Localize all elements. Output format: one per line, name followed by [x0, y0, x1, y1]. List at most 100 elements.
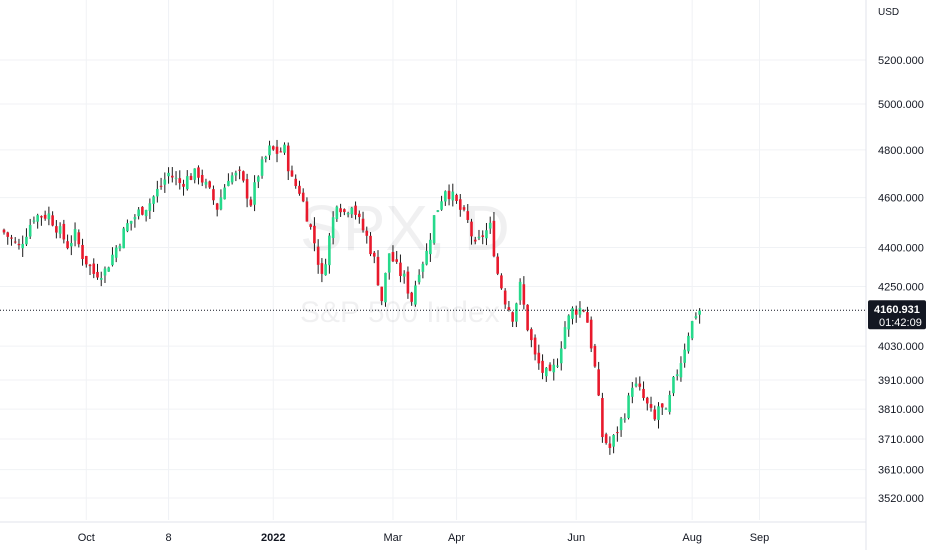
candle — [470, 218, 473, 245]
candle-body — [77, 232, 81, 245]
candle — [204, 178, 208, 189]
candle-body — [174, 177, 178, 179]
candle-body — [541, 360, 544, 373]
candle — [530, 327, 533, 348]
candle-body — [294, 178, 298, 186]
candle — [178, 170, 182, 190]
candle-body — [84, 255, 88, 265]
countdown-timer: 01:42:09 — [879, 317, 922, 329]
last-price-value: 4160.931 — [874, 304, 920, 316]
candle-body — [81, 244, 84, 260]
candle-body — [62, 223, 66, 240]
candle — [200, 169, 204, 187]
price-axis[interactable]: 3520.000 3610.000 3710.000 3810.000 3910.000… — [865, 0, 924, 550]
currency-label: USD — [878, 7, 899, 18]
candle — [369, 232, 372, 257]
candle — [84, 255, 88, 268]
candle — [604, 432, 608, 445]
candle-body — [473, 239, 477, 242]
candle-body — [358, 213, 361, 218]
candle-body — [616, 432, 619, 434]
candle — [223, 184, 226, 200]
candle-body — [623, 418, 627, 420]
y-tick-label: 3520.000 — [878, 493, 924, 505]
candle — [227, 173, 230, 187]
candle-body — [268, 145, 271, 156]
candle-body — [346, 213, 350, 215]
candle — [361, 211, 365, 233]
candle — [612, 434, 615, 454]
y-tick-label: 3910.000 — [878, 375, 924, 387]
candle-body — [249, 199, 253, 206]
candle-body — [305, 201, 309, 222]
candle — [171, 167, 174, 183]
candle-body — [466, 211, 470, 220]
candle-body — [679, 363, 683, 378]
candle — [2, 228, 6, 235]
candle-body — [290, 170, 294, 177]
candle-body — [440, 201, 443, 210]
candle — [627, 392, 630, 420]
candle — [212, 185, 215, 205]
candle — [616, 426, 619, 442]
candle — [159, 177, 163, 190]
candle — [88, 263, 92, 276]
candle — [286, 142, 290, 181]
candle — [387, 253, 391, 280]
y-tick-label: 3610.000 — [878, 465, 924, 477]
candle-body — [645, 397, 649, 404]
candle-body — [470, 221, 473, 237]
candle — [21, 235, 24, 257]
candle-body — [387, 253, 391, 273]
candle-body — [320, 263, 324, 274]
candle-body — [608, 443, 612, 448]
candle-body — [301, 192, 305, 202]
candle-body — [649, 404, 653, 408]
candle-body — [477, 236, 481, 239]
candle-body — [43, 214, 47, 219]
time-axis[interactable]: Oct 8 2022 Mar Apr Jun Aug Sep — [0, 521, 866, 544]
candle-body — [642, 388, 645, 398]
candle — [421, 261, 425, 279]
candle — [242, 170, 245, 183]
candle — [189, 173, 193, 181]
candle — [271, 145, 275, 151]
candle — [657, 402, 660, 429]
candle — [279, 147, 283, 153]
candle-body — [511, 312, 514, 322]
candle — [518, 278, 522, 305]
candle — [597, 361, 600, 397]
candle-body — [189, 175, 193, 180]
candle — [185, 170, 189, 191]
x-tick-label: 2022 — [261, 532, 285, 544]
candle-body — [298, 185, 301, 194]
candle — [137, 207, 140, 220]
candle — [156, 180, 159, 203]
candle-body — [458, 199, 462, 210]
candle-body — [2, 229, 6, 233]
candle — [283, 142, 286, 155]
y-tick-label: 3810.000 — [878, 404, 924, 416]
candle-body — [17, 243, 21, 246]
candle — [122, 226, 125, 249]
candle-body — [219, 197, 223, 210]
candle — [447, 184, 451, 206]
candle — [414, 280, 417, 307]
candle — [578, 301, 582, 318]
candle-body — [286, 145, 290, 172]
candle-body — [271, 146, 275, 150]
candle-body — [627, 395, 630, 419]
candle-body — [242, 171, 245, 181]
candle-body — [264, 156, 268, 159]
candle-body — [612, 435, 615, 447]
x-tick-label: Mar — [383, 532, 402, 544]
candle-body — [552, 364, 556, 373]
candle-body — [141, 206, 144, 215]
candle-body — [70, 242, 73, 247]
candle-body — [406, 271, 410, 294]
x-tick-label: Aug — [682, 532, 702, 544]
candle-body — [548, 364, 552, 371]
candle — [473, 236, 477, 245]
candle — [492, 211, 496, 258]
